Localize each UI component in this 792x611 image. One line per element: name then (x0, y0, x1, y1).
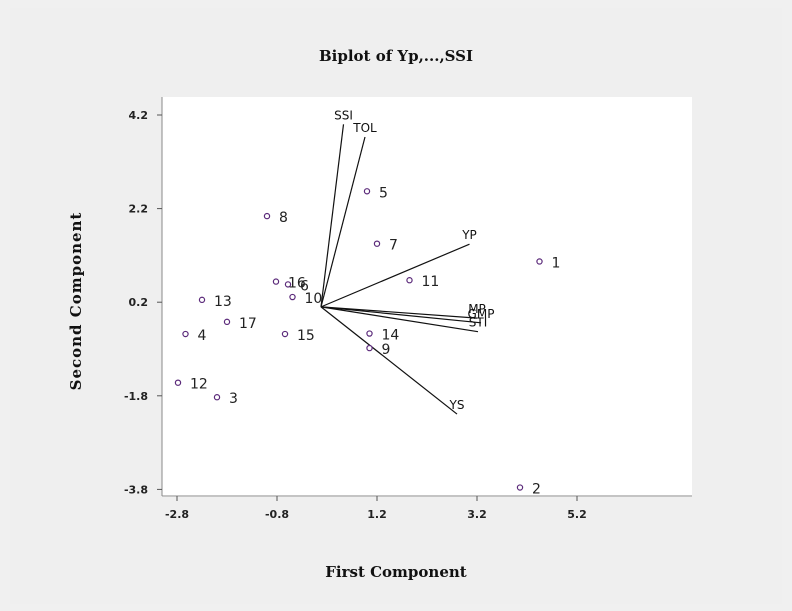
score-point-11 (406, 277, 413, 284)
chart-title: Biplot of Yp,...,SSI (318, 47, 474, 65)
vector-label-yp: YP (461, 228, 477, 242)
loading-vector-mp (320, 306, 478, 319)
vector-label-ssi: SSI (334, 108, 353, 122)
loading-vector-ys (320, 306, 458, 415)
x-tick-label: -0.8 (265, 508, 289, 521)
score-point-7 (373, 240, 381, 247)
y-tick-label: 4.2 (129, 109, 149, 122)
y-tick-label: -1.8 (124, 390, 148, 403)
vector-label-ys: YS (449, 398, 465, 412)
point-label-2: 2 (532, 482, 541, 498)
x-tick-label: 5.2 (567, 508, 587, 521)
point-label-13: 13 (214, 294, 232, 310)
point-label-17: 17 (239, 316, 257, 332)
loading-vector-gmp (320, 306, 482, 324)
point-label-10: 10 (305, 291, 323, 307)
vector-label-mp: MP (468, 302, 486, 316)
x-axis-label: First Component (325, 563, 467, 581)
point-label-9: 9 (382, 342, 391, 358)
score-point-6 (284, 281, 292, 288)
y-tick-label: -3.8 (124, 483, 148, 496)
y-tick-label: 0.2 (129, 296, 149, 309)
point-label-16: 16 (288, 276, 306, 292)
point-label-8: 8 (279, 210, 288, 226)
point-label-5: 5 (379, 185, 388, 201)
x-tick-label: -2.8 (165, 508, 189, 521)
point-label-15: 15 (297, 328, 315, 344)
score-point-1 (536, 258, 543, 265)
loading-vector-sti (320, 306, 479, 333)
score-point-14 (366, 330, 373, 337)
point-label-7: 7 (389, 238, 398, 254)
loading-vector-tol (320, 136, 366, 308)
point-label-1: 1 (552, 255, 561, 271)
score-point-3 (213, 394, 221, 401)
score-point-10 (289, 293, 296, 301)
score-point-16 (272, 278, 280, 285)
score-point-17 (223, 318, 231, 326)
score-point-12 (174, 379, 182, 386)
point-label-6: 6 (300, 278, 309, 294)
score-point-5 (363, 188, 371, 195)
score-point-15 (281, 330, 289, 338)
point-label-11: 11 (422, 274, 440, 290)
vector-label-sti: STI (469, 316, 488, 330)
score-point-9 (366, 344, 373, 352)
x-tick-label: 3.2 (467, 508, 487, 521)
plot-area (162, 97, 692, 497)
axes: -2.8 -0.8 1.2 3.2 5.2 4.2 2.2 0.2 -1.8 -3.8 (124, 97, 692, 521)
score-point-8 (263, 212, 271, 220)
score-point-2 (516, 484, 524, 491)
point-label-14: 14 (382, 328, 400, 344)
vector-label-tol: TOL (352, 121, 377, 135)
x-tick-label: 1.2 (367, 508, 387, 521)
score-point-4 (182, 330, 189, 338)
y-tick-label: 2.2 (129, 203, 149, 216)
score-point-13 (198, 296, 206, 304)
point-label-3: 3 (229, 391, 238, 407)
loading-vector-yp (320, 243, 470, 308)
point-label-12: 12 (190, 377, 208, 393)
vector-label-gmp: GMP (468, 307, 495, 321)
point-label-4: 4 (198, 328, 207, 344)
loading-vector-ssi (320, 124, 345, 307)
